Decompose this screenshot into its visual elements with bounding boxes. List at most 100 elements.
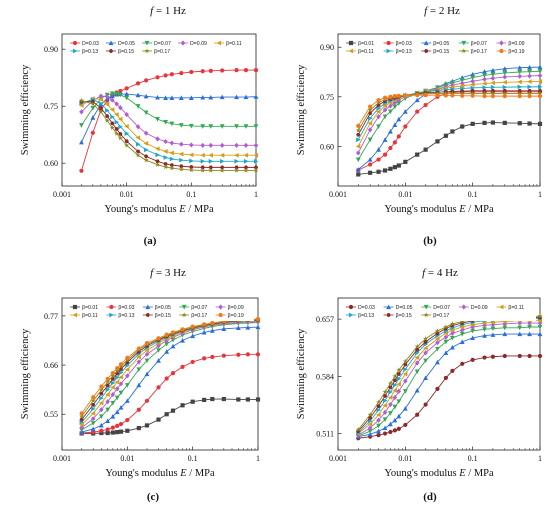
data-point — [382, 152, 388, 157]
data-point — [245, 325, 251, 330]
data-point — [136, 367, 142, 373]
data-point — [79, 123, 84, 128]
data-point — [202, 322, 207, 327]
data-point — [156, 385, 161, 390]
data-point — [449, 344, 455, 350]
data-point — [423, 147, 428, 152]
data-point — [396, 376, 402, 382]
data-point — [105, 407, 111, 413]
legend-marker — [348, 304, 354, 310]
data-point — [537, 353, 543, 359]
series-8 — [78, 97, 259, 173]
legend-marker — [180, 40, 186, 46]
y-tick-label: 0.60 — [44, 159, 58, 168]
legend-label: D=0.09 — [471, 305, 488, 311]
data-point — [367, 431, 373, 437]
legend-marker — [461, 304, 467, 310]
data-point — [403, 362, 408, 367]
data-point — [368, 418, 373, 424]
data-point — [396, 413, 402, 419]
data-point — [388, 385, 393, 390]
data-point — [423, 402, 428, 407]
legend-marker — [499, 48, 504, 54]
data-point — [79, 417, 84, 422]
y-axis-label: Swimming efficiency — [20, 328, 31, 419]
y-tick-label: 0.511 — [316, 430, 334, 439]
data-point — [502, 74, 508, 80]
chart-title-var: f — [422, 267, 427, 279]
data-point — [470, 357, 475, 362]
data-point — [115, 366, 120, 371]
data-point — [91, 403, 96, 407]
data-point — [502, 321, 508, 327]
data-point — [135, 149, 141, 154]
x-tick-label: 0.001 — [329, 190, 347, 199]
data-point — [201, 329, 207, 335]
data-point — [110, 373, 116, 378]
data-point — [219, 142, 225, 148]
data-point — [415, 412, 420, 417]
data-point — [396, 163, 401, 168]
legend-marker — [218, 312, 223, 318]
data-point — [105, 392, 110, 397]
data-point — [415, 109, 420, 114]
legend-label: β=0.11 — [226, 41, 242, 47]
legend-marker — [386, 313, 391, 317]
data-point — [220, 158, 225, 164]
data-point — [118, 381, 124, 387]
data-point — [392, 165, 398, 170]
data-point — [490, 332, 496, 337]
data-point — [164, 376, 169, 381]
data-point — [124, 91, 130, 97]
series-5 — [355, 73, 543, 156]
chart-title-text: = 3 Hz — [153, 267, 186, 279]
data-point — [114, 409, 120, 415]
data-point — [190, 324, 195, 329]
data-point — [423, 358, 429, 364]
data-point — [459, 318, 465, 324]
data-point — [90, 115, 96, 120]
data-point — [435, 93, 440, 98]
data-point — [490, 75, 496, 81]
data-point — [109, 107, 115, 113]
data-point — [482, 73, 487, 78]
data-point — [125, 363, 130, 368]
data-point — [392, 373, 398, 379]
data-point — [144, 398, 150, 403]
data-point — [136, 382, 142, 388]
x-tick-label: 0.001 — [53, 454, 71, 463]
data-point — [435, 139, 440, 144]
data-point — [180, 403, 185, 408]
data-point — [459, 339, 465, 344]
data-point — [156, 343, 161, 349]
y-axis-label: Swimming efficiency — [296, 328, 307, 419]
legend-label: β=0.17 — [433, 313, 449, 319]
data-point — [537, 331, 543, 337]
data-point — [163, 162, 168, 166]
data-point — [470, 90, 476, 96]
data-point — [255, 352, 261, 357]
data-point — [243, 152, 249, 158]
legend-marker — [348, 40, 354, 46]
legend-label: β=0.11 — [508, 305, 524, 311]
data-point — [163, 164, 169, 170]
data-point — [169, 72, 174, 77]
legend-marker — [216, 40, 222, 46]
data-point — [219, 152, 225, 158]
data-point — [124, 111, 129, 118]
data-point — [219, 167, 225, 173]
legend-label: D=0.09 — [190, 41, 207, 47]
data-point — [423, 93, 428, 98]
legend-marker — [181, 312, 187, 318]
legend-marker — [72, 312, 78, 318]
data-point — [208, 167, 214, 173]
data-point — [190, 399, 195, 404]
data-point — [435, 386, 440, 391]
data-point — [135, 152, 141, 158]
data-point — [79, 109, 84, 115]
data-point — [180, 327, 185, 332]
data-point — [219, 94, 225, 100]
x-axis-label-prefix: Young's modulus — [384, 204, 459, 215]
data-point — [527, 64, 532, 70]
data-point — [367, 421, 373, 427]
